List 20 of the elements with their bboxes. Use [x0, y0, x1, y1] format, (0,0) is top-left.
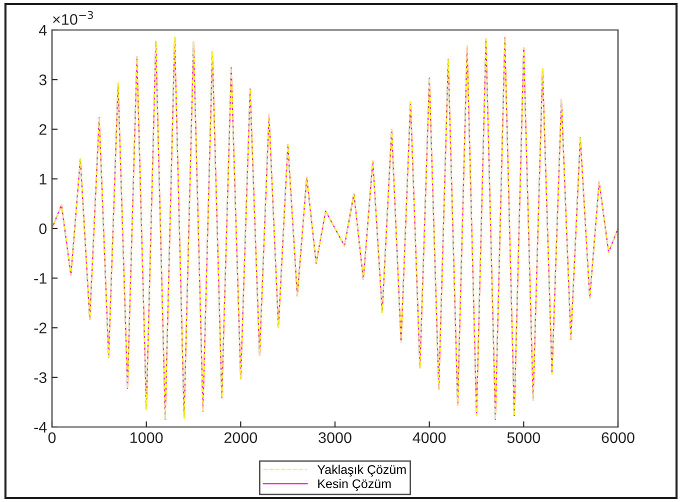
line-series [52, 36, 618, 420]
y-tick-label: -2 [34, 322, 46, 334]
y-tick-label: 1 [40, 174, 46, 184]
x-tick-label: 3000 [318, 432, 352, 444]
legend-label: Kesin Çözüm [318, 478, 391, 491]
y-tick-label: 4 [38, 25, 47, 36]
x-tick-label: 6000 [602, 432, 634, 444]
x-tick-label: 1000 [130, 432, 163, 444]
y-tick-label: -3 [34, 372, 46, 384]
x-tick-label: 4000 [412, 432, 446, 444]
y-tick-label: 3 [39, 74, 46, 86]
x-tick-label: 2000 [224, 432, 258, 444]
y-tick-label: 2 [39, 124, 46, 135]
y-tick-label: -4 [34, 422, 47, 433]
x-tick-label: 5000 [507, 432, 540, 444]
y-tick-label: 0 [39, 223, 47, 234]
x-tick-label: 0 [48, 432, 56, 444]
y-tick-label: -1 [34, 273, 46, 284]
text: ×10$^{−3}$ [53, 10, 93, 25]
legend-label: Yaklaşık Çözüm [317, 464, 406, 476]
